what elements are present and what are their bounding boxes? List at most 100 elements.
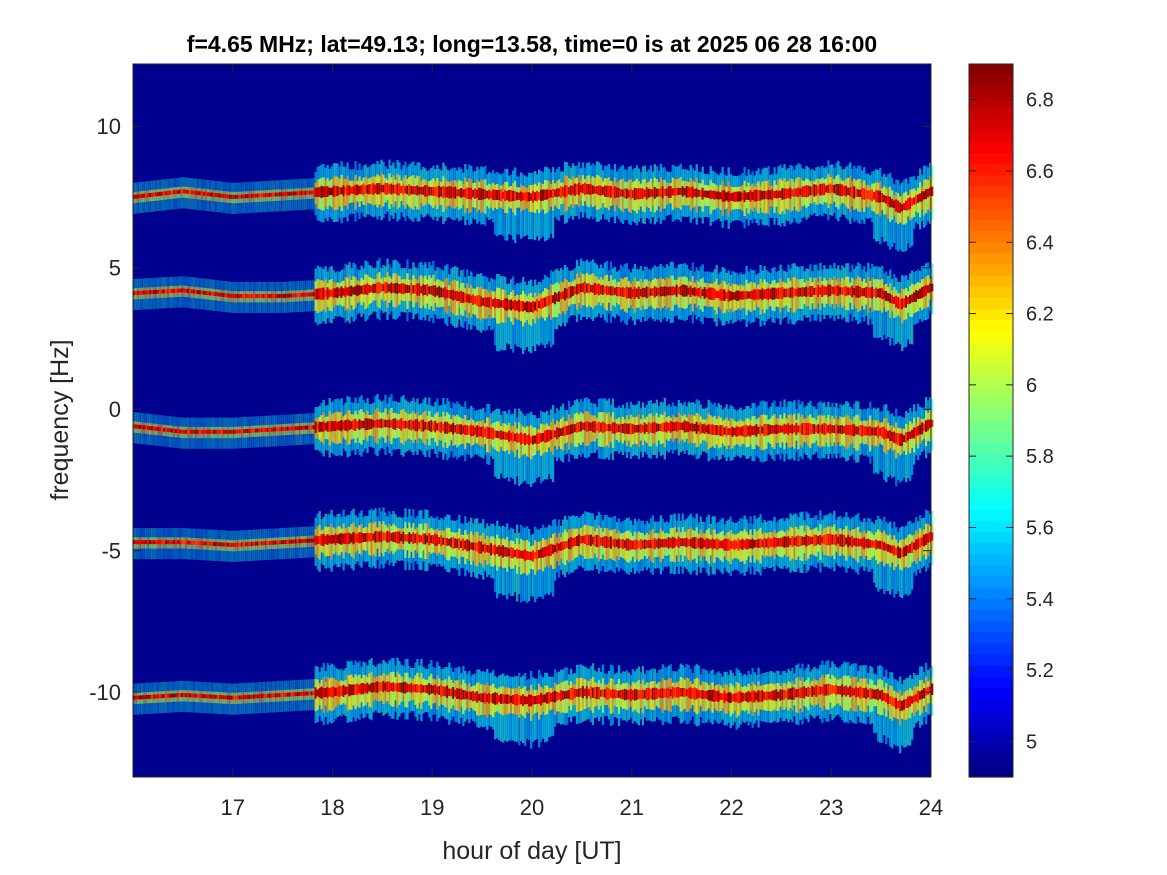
band-4 bbox=[133, 507, 934, 604]
band-core-cell bbox=[703, 287, 706, 299]
band-core-cell bbox=[406, 185, 409, 195]
band-core-cell bbox=[206, 694, 210, 699]
band-core-cell bbox=[200, 290, 204, 295]
band-core-cell bbox=[641, 287, 645, 298]
band-core-cell bbox=[731, 292, 734, 300]
band-core-cell bbox=[771, 287, 774, 300]
band-core-cell bbox=[378, 419, 381, 428]
band-core-cell bbox=[847, 425, 850, 435]
band-core-cell bbox=[913, 542, 916, 550]
band-core-cell bbox=[186, 189, 190, 194]
band-core-cell bbox=[230, 293, 234, 298]
band-core-cell bbox=[290, 191, 293, 196]
band-core-cell bbox=[887, 431, 890, 439]
band-core-cell bbox=[374, 283, 377, 293]
band-core-cell bbox=[841, 425, 844, 435]
band-core-cell bbox=[394, 283, 397, 294]
band-core-cell bbox=[474, 295, 477, 305]
band-core-cell bbox=[747, 291, 750, 299]
band-core-cell bbox=[829, 284, 832, 297]
band-core-cell bbox=[769, 288, 772, 299]
band-core-cell bbox=[440, 187, 443, 197]
band-core-cell bbox=[214, 193, 218, 198]
band-core-cell bbox=[334, 288, 337, 298]
band-core-cell bbox=[218, 292, 222, 297]
band-core-cell bbox=[663, 538, 666, 548]
band-core-cell bbox=[585, 420, 589, 433]
band-core-cell bbox=[190, 429, 194, 434]
band-core-cell bbox=[396, 282, 399, 294]
band-core-cell bbox=[440, 287, 443, 298]
band-core-cell bbox=[256, 294, 259, 298]
band-core-cell bbox=[172, 428, 176, 433]
band-core-cell bbox=[705, 425, 708, 433]
band-core-cell bbox=[436, 423, 439, 431]
band-core-cell bbox=[368, 183, 371, 195]
band-core-cell bbox=[673, 422, 676, 431]
band-core-cell bbox=[871, 540, 874, 548]
band-core-cell bbox=[408, 285, 411, 293]
band-core-cell bbox=[482, 426, 485, 438]
band-core-cell bbox=[174, 540, 178, 545]
band-core-cell bbox=[202, 541, 206, 546]
band-core-cell bbox=[551, 188, 555, 198]
band-core-cell bbox=[711, 424, 714, 436]
band-core-cell bbox=[609, 536, 613, 549]
band-core-cell bbox=[699, 537, 702, 549]
band-core-cell bbox=[741, 192, 744, 200]
band-core-cell bbox=[645, 286, 649, 299]
band-core-cell bbox=[681, 186, 684, 197]
band-core-cell bbox=[639, 188, 643, 200]
band-core-cell bbox=[907, 432, 910, 441]
band-core-cell bbox=[663, 188, 666, 196]
band-core-cell bbox=[901, 204, 904, 212]
band-core-cell bbox=[619, 189, 623, 197]
band-core-cell bbox=[202, 694, 206, 699]
band-core-cell bbox=[597, 535, 601, 547]
band-core-cell bbox=[891, 198, 894, 208]
band-core-cell bbox=[216, 429, 220, 434]
band-core-cell bbox=[258, 294, 261, 298]
band-core-cell bbox=[603, 185, 607, 197]
band-core-cell bbox=[735, 426, 738, 437]
band-core-cell bbox=[817, 535, 820, 545]
band-core-cell bbox=[330, 421, 333, 432]
band-core-cell bbox=[739, 191, 742, 202]
band-core-cell bbox=[917, 538, 920, 549]
band-core-cell bbox=[793, 537, 796, 546]
band-core-cell bbox=[703, 423, 706, 434]
band-core-cell bbox=[152, 192, 156, 197]
band-core-cell bbox=[719, 425, 722, 437]
band-core-cell bbox=[138, 424, 142, 429]
band-core-cell bbox=[673, 286, 676, 295]
band-core-cell bbox=[811, 186, 814, 195]
band-core-cell bbox=[306, 425, 309, 430]
band-core-cell bbox=[494, 189, 497, 200]
band-core-cell bbox=[294, 539, 297, 544]
band-core-cell bbox=[168, 540, 172, 545]
band-core-cell bbox=[520, 432, 523, 445]
band-core-cell bbox=[236, 542, 240, 547]
band-core-cell bbox=[488, 297, 491, 308]
band-core-cell bbox=[144, 540, 148, 545]
band-core-cell bbox=[354, 533, 357, 543]
band-core-cell bbox=[494, 297, 497, 309]
band-core-cell bbox=[150, 192, 154, 197]
band-core-cell bbox=[178, 693, 182, 698]
band-core-cell bbox=[134, 194, 138, 199]
band-core-cell bbox=[817, 424, 820, 434]
band-core-cell bbox=[428, 286, 431, 295]
band-core-cell bbox=[631, 540, 635, 550]
band-core-cell bbox=[731, 192, 734, 202]
band-core-cell bbox=[326, 186, 329, 197]
band-core-cell bbox=[815, 534, 818, 546]
band-core-cell bbox=[174, 190, 178, 195]
band-core-cell bbox=[462, 189, 465, 197]
band-core-cell bbox=[310, 190, 313, 195]
band-core-cell bbox=[735, 191, 738, 202]
band-core-cell bbox=[743, 291, 746, 300]
band-core-cell bbox=[150, 426, 154, 431]
band-core-cell bbox=[921, 287, 924, 299]
band-core-cell bbox=[733, 427, 736, 436]
band-core-cell bbox=[384, 281, 387, 294]
